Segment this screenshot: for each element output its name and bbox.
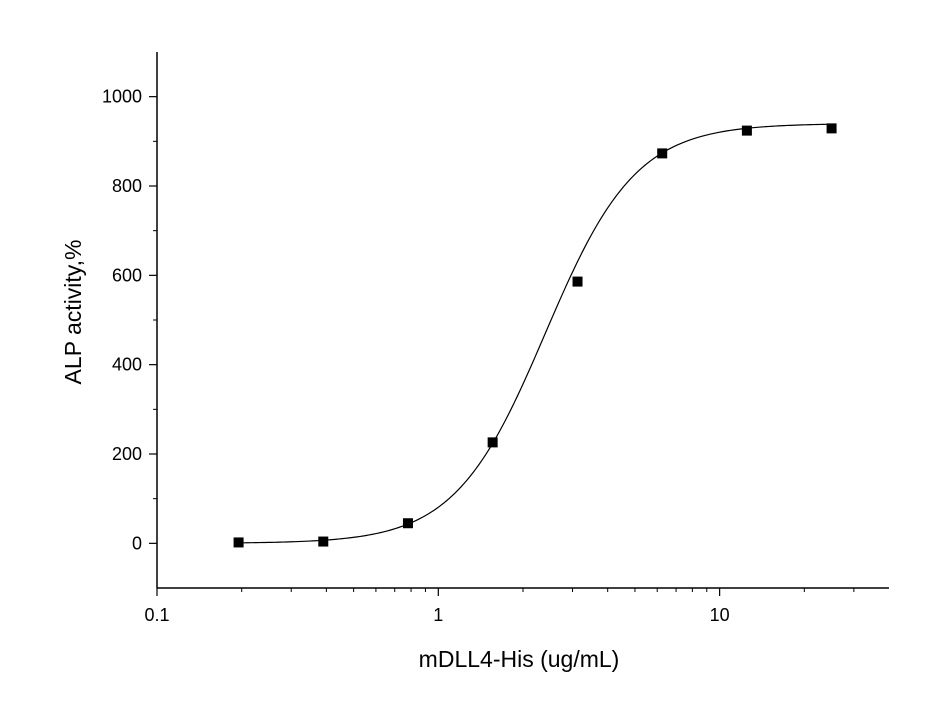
data-point	[402, 518, 413, 529]
x-axis-title: mDLL4-His (ug/mL)	[419, 646, 620, 672]
data-point	[826, 123, 837, 134]
axes: 0.1 1 10 0 200 400 600 800 1000	[102, 52, 889, 625]
data-points-layer	[233, 123, 837, 548]
x-tick-label: 10	[710, 605, 730, 625]
data-point	[233, 537, 244, 548]
data-point	[318, 536, 329, 547]
y-tick-label: 400	[112, 355, 142, 375]
x-tick-label: 1	[433, 605, 443, 625]
data-point	[487, 437, 498, 448]
fit-curve-line	[238, 123, 832, 544]
x-tick-label: 0.1	[144, 605, 169, 625]
y-tick-label: 600	[112, 265, 142, 285]
y-axis-title: ALP activity,%	[60, 240, 86, 385]
data-point	[741, 125, 752, 136]
data-point	[657, 148, 668, 159]
y-tick-label: 0	[132, 533, 142, 553]
y-tick-label: 800	[112, 176, 142, 196]
y-tick-label: 1000	[102, 87, 142, 107]
fit-curve-layer	[238, 123, 832, 544]
y-tick-label: 200	[112, 444, 142, 464]
data-point	[572, 276, 583, 287]
